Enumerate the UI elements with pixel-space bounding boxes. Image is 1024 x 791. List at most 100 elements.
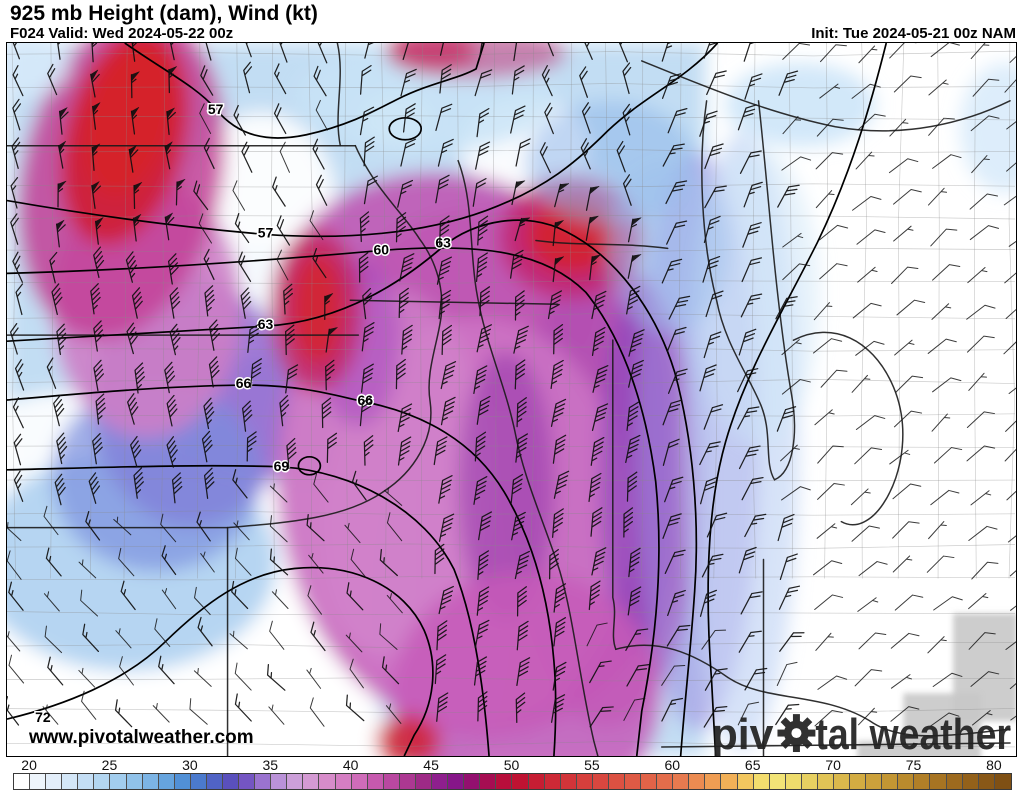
colorbar-tick-label: 25 bbox=[101, 757, 118, 773]
colorbar-cell bbox=[528, 774, 545, 789]
colorbar-cell bbox=[399, 774, 416, 789]
map-canvas: 57 57 60 63 63 66 66 69 72 www.pivotalweather.co… bbox=[6, 42, 1017, 757]
colorbar-cell bbox=[110, 774, 127, 789]
colorbar-cell bbox=[850, 774, 867, 789]
colorbar-cell bbox=[769, 774, 786, 789]
svg-text:72: 72 bbox=[35, 709, 51, 725]
colorbar-tick-label: 40 bbox=[342, 757, 359, 773]
colorbar-cell bbox=[255, 774, 272, 789]
svg-text:60: 60 bbox=[373, 241, 389, 257]
colorbar-cell bbox=[608, 774, 625, 789]
logo-text-tal-weather: tal weather bbox=[815, 710, 1011, 756]
colorbar-tick-label: 55 bbox=[584, 757, 600, 773]
watermark-url: www.pivotalweather.com bbox=[28, 727, 254, 748]
colorbar-cell bbox=[223, 774, 240, 789]
colorbar-cell bbox=[448, 774, 465, 789]
colorbar-tick-label: 45 bbox=[423, 757, 439, 773]
svg-text:57: 57 bbox=[258, 224, 274, 240]
colorbar-cell bbox=[239, 774, 256, 789]
page-title: 925 mb Height (dam), Wind (kt) bbox=[10, 2, 318, 25]
colorbar-cell bbox=[994, 774, 1011, 789]
colorbar-tick-label: 35 bbox=[262, 757, 279, 773]
colorbar-tick-label: 70 bbox=[825, 757, 841, 773]
wind-barbs bbox=[7, 43, 1016, 728]
colorbar-cell bbox=[641, 774, 658, 789]
colorbar-tick-label: 75 bbox=[905, 757, 922, 773]
colorbar-tick-label: 20 bbox=[21, 757, 37, 773]
colorbar-cell bbox=[335, 774, 352, 789]
colorbar-cell bbox=[689, 774, 706, 789]
svg-text:66: 66 bbox=[236, 375, 252, 391]
colorbar-cell bbox=[496, 774, 513, 789]
colorbar-cell bbox=[721, 774, 738, 789]
colorbar-cell bbox=[544, 774, 561, 789]
colorbar-tick-label: 50 bbox=[503, 757, 520, 773]
colorbar-cell bbox=[174, 774, 191, 789]
colorbar-tick-label: 30 bbox=[182, 757, 198, 773]
colorbar-cell bbox=[319, 774, 336, 789]
colorbar-cell bbox=[560, 774, 577, 789]
colorbar-cell bbox=[673, 774, 690, 789]
pivotal-weather-logo: piv tal weather bbox=[712, 710, 1011, 756]
colorbar-cell bbox=[624, 774, 642, 789]
colorbar-cell bbox=[480, 774, 497, 789]
colorbar-cell bbox=[30, 774, 47, 789]
svg-text:57: 57 bbox=[208, 101, 224, 117]
colorbar-cell bbox=[206, 774, 224, 789]
colorbar-cell bbox=[367, 774, 384, 789]
svg-text:63: 63 bbox=[435, 234, 451, 250]
colorbar-cell bbox=[126, 774, 143, 789]
colorbar-cell bbox=[432, 774, 449, 789]
colorbar-cell bbox=[14, 774, 31, 789]
colorbar-cell bbox=[158, 774, 175, 789]
colorbar-cell bbox=[46, 774, 63, 789]
svg-text:63: 63 bbox=[258, 316, 274, 332]
colorbar-cell bbox=[817, 774, 834, 789]
colorbar-cell bbox=[415, 774, 433, 789]
terrain-mask-patches bbox=[857, 613, 1016, 756]
init-time-label: Init: Tue 2024-05-21 00z NAM bbox=[811, 25, 1016, 42]
colorbar-tick-label: 65 bbox=[744, 757, 761, 773]
colorbar-cell bbox=[946, 774, 963, 789]
svg-text:66: 66 bbox=[358, 392, 374, 408]
colorbar-cell bbox=[351, 774, 368, 789]
colorbar-cell bbox=[898, 774, 915, 789]
colorbar-cell bbox=[142, 774, 159, 789]
colorbar-cell bbox=[383, 774, 400, 789]
colorbar-cell bbox=[78, 774, 95, 789]
height-contours: 57 57 60 63 63 66 66 69 72 bbox=[7, 43, 888, 756]
valid-time-label: F024 Valid: Wed 2024-05-22 00z bbox=[10, 25, 234, 42]
state-lines bbox=[7, 43, 1011, 756]
colorbar-cell bbox=[866, 774, 883, 789]
colorbar-cell bbox=[464, 774, 481, 789]
logo-text-piv: piv bbox=[712, 710, 774, 756]
colorbar-cell bbox=[753, 774, 770, 789]
map-svg: 57 57 60 63 63 66 66 69 72 www.pivotalweather.co… bbox=[7, 43, 1016, 756]
colorbar-cell bbox=[914, 774, 931, 789]
gear-icon bbox=[777, 714, 816, 753]
colorbar-cell bbox=[512, 774, 529, 789]
colorbar-cell bbox=[287, 774, 304, 789]
colorbar-tick-label: 60 bbox=[664, 757, 681, 773]
colorbar-cell bbox=[94, 774, 111, 789]
colorbar-cell bbox=[801, 774, 818, 789]
colorbar-cell bbox=[657, 774, 674, 789]
colorbar-cell bbox=[978, 774, 995, 789]
colorbar-cell bbox=[271, 774, 288, 789]
colorbar-cell bbox=[592, 774, 609, 789]
colorbar-cell bbox=[737, 774, 754, 789]
colorbar-cell bbox=[785, 774, 802, 789]
colorbar-cell bbox=[705, 774, 722, 789]
colorbar-scale bbox=[13, 773, 1012, 790]
colorbar-tick-label: 80 bbox=[986, 757, 1002, 773]
colorbar-cell bbox=[576, 774, 593, 789]
colorbar: 20 25 30 35 40 45 50 55 60 65 70 75 80 bbox=[0, 757, 1024, 791]
colorbar-cell bbox=[930, 774, 947, 789]
colorbar-cell bbox=[882, 774, 899, 789]
colorbar-cell bbox=[962, 774, 979, 789]
colorbar-cell bbox=[303, 774, 320, 789]
colorbar-cell bbox=[833, 774, 851, 789]
colorbar-cell bbox=[190, 774, 207, 789]
svg-text:69: 69 bbox=[274, 458, 290, 474]
